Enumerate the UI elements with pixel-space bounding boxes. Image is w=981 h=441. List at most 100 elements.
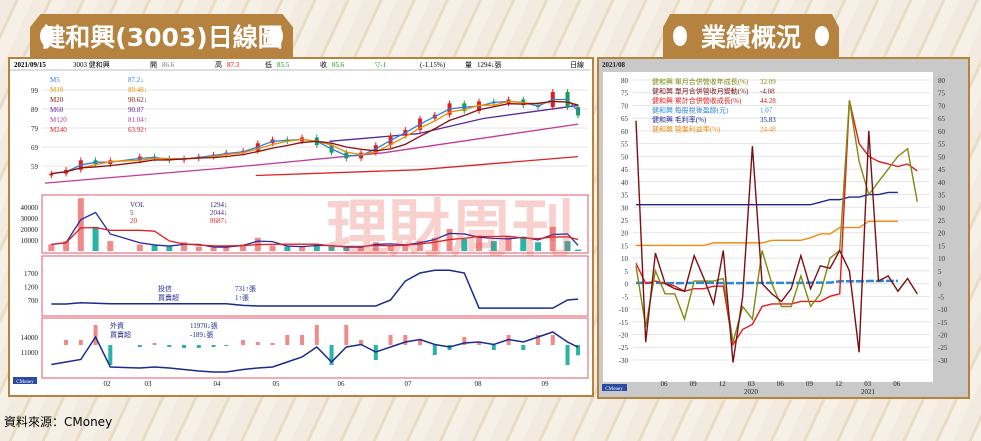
x-tick-label: 12 — [835, 380, 843, 388]
foreign-holding-line — [51, 331, 579, 373]
right-title: 業績概況 — [700, 23, 801, 52]
ma-legend-value: 63.92↑ — [128, 126, 147, 134]
trust-sublabel: 買賣超 — [158, 293, 179, 302]
volume-bar — [402, 244, 409, 251]
price-tick-label: 99 — [31, 87, 39, 95]
y-tick-left: 50 — [621, 153, 629, 161]
y-tick-left: 15 — [621, 242, 629, 250]
legend-entry: 健和興 每股稅後盈餘(元) — [652, 106, 729, 115]
volume-bar — [387, 245, 394, 251]
x-tick-label: 09 — [806, 380, 814, 388]
volume-bar — [77, 198, 84, 251]
x-tick-label: 06 — [338, 380, 346, 388]
trust-holding-line — [51, 269, 579, 309]
trust-value-2: 1↑張 — [235, 294, 249, 302]
y-tick-left: 35 — [621, 192, 629, 200]
trust-value-1: 731↑張 — [235, 285, 256, 293]
volume-tick-label: 40000 — [21, 204, 39, 212]
hole-icon — [269, 26, 283, 46]
foreign-net-bar — [182, 345, 187, 348]
volume-bar — [358, 246, 365, 251]
watermark: 理財周刊 — [326, 192, 574, 265]
y-tick-left: -25 — [619, 344, 629, 352]
ma-legend-name: M120 — [50, 116, 67, 124]
header-close: 85.6 — [332, 61, 345, 69]
header-open-label: 開 — [150, 61, 157, 69]
volume-bar — [549, 226, 556, 251]
y-tick-left: 70 — [621, 102, 629, 110]
x-tick-label: 03 — [864, 380, 872, 388]
header-high: 87.3 — [227, 61, 240, 69]
foreign-net-bar — [477, 343, 482, 345]
trust-tick-label: 700 — [28, 297, 39, 305]
volume-legend-name: 5 — [130, 209, 134, 217]
x-tick-label: 12 — [719, 380, 727, 388]
foreign-net-bar — [550, 335, 555, 345]
header-change-pct: (-1.15%) — [420, 61, 446, 69]
legend-value: 35.83 — [760, 116, 776, 124]
y-tick-left: 20 — [621, 230, 629, 238]
volume-bar — [372, 242, 379, 251]
header-close-label: 收 — [320, 60, 327, 69]
x-tick-label: 08 — [475, 380, 483, 388]
foreign-net-bar — [167, 345, 172, 347]
series-line-3 — [636, 279, 898, 285]
volume-bar — [223, 246, 230, 251]
volume-bar — [166, 246, 173, 251]
series-line-1 — [635, 120, 918, 363]
foreign-net-bar — [314, 325, 319, 345]
volume-bar — [343, 247, 350, 251]
volume-bar — [181, 242, 188, 251]
cmoney-logo-text: CMoney — [16, 380, 34, 385]
y-tick-right: 25 — [938, 217, 946, 225]
y-tick-right: -25 — [938, 344, 948, 352]
volume-legend-name: 20 — [130, 217, 138, 225]
y-tick-right: 65 — [938, 115, 946, 123]
y-tick-left: 10 — [621, 255, 629, 263]
trust-tick-label: 1200 — [24, 284, 39, 292]
ma-line-m60 — [329, 104, 579, 142]
x-tick-label: 03 — [145, 380, 153, 388]
foreign-net-bar — [329, 345, 334, 365]
x-tick-label: 06 — [777, 380, 785, 388]
foreign-net-bar — [432, 345, 437, 355]
ma-line-m240 — [255, 156, 579, 177]
volume-legend-value: 8687↓ — [210, 217, 228, 225]
y-tick-right: 30 — [938, 204, 946, 212]
foreign-tick-label: 11000 — [21, 349, 39, 357]
price-tick-label: 69 — [31, 144, 39, 152]
y-tick-left: 40 — [621, 179, 629, 187]
volume-bar — [63, 241, 70, 251]
volume-bar — [284, 246, 291, 251]
ma-legend-name: M240 — [50, 126, 67, 134]
ma-line-m10 — [51, 100, 579, 175]
y-tick-left: -20 — [619, 332, 629, 340]
y-tick-left: 55 — [621, 141, 629, 149]
volume-bar — [313, 244, 320, 251]
header-stock: 3003 健和興 — [73, 60, 110, 69]
legend-value: 44.28 — [760, 97, 776, 105]
volume-bar — [328, 246, 335, 251]
y-tick-right: 10 — [938, 255, 946, 263]
x-tick-label: 04 — [214, 380, 222, 388]
foreign-net-bar — [576, 345, 581, 356]
header-low-label: 低 — [265, 60, 272, 69]
candle-body — [49, 173, 54, 176]
y-tick-right: 55 — [938, 141, 946, 149]
y-tick-left: 5 — [625, 268, 629, 276]
legend-entry: 健和興 毛利率(%) — [652, 115, 707, 124]
volume-bar — [431, 237, 438, 251]
volume-legend-name: VOL — [130, 201, 144, 209]
x-tick-label: 06 — [661, 380, 669, 388]
y-tick-left: -30 — [619, 357, 629, 365]
y-tick-right: 20 — [938, 230, 946, 238]
volume-legend-value: 1294↓ — [210, 201, 228, 209]
year-label: 2021 — [861, 388, 876, 396]
y-tick-right: 35 — [938, 192, 946, 200]
volume-bar — [269, 245, 276, 251]
y-tick-right: -15 — [938, 319, 948, 327]
foreign-net-bar — [270, 343, 275, 345]
foreign-net-bar — [211, 345, 216, 347]
volume-ma20-line — [51, 226, 579, 248]
